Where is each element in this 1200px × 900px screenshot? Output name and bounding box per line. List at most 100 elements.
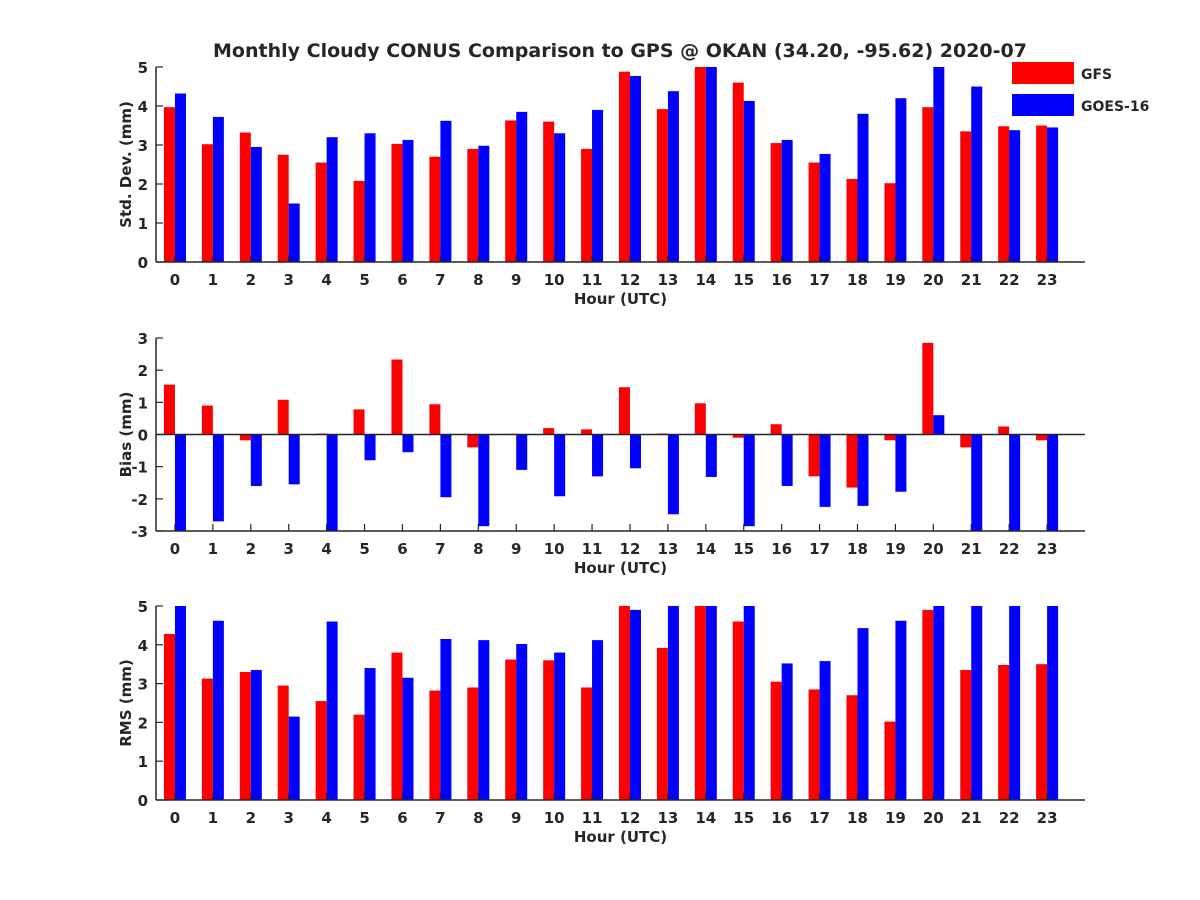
x-tick-label: 19 — [885, 540, 906, 558]
bar — [1036, 434, 1048, 441]
bar — [884, 434, 896, 441]
bar — [353, 180, 365, 262]
bar — [315, 162, 327, 262]
legend-label: GOES-16 — [1081, 99, 1149, 115]
x-tick-label: 14 — [695, 540, 716, 558]
x-tick-label: 6 — [397, 540, 407, 558]
bar — [429, 690, 441, 800]
bar — [705, 434, 717, 477]
x-tick-label: 6 — [397, 809, 407, 827]
series-gfs — [163, 67, 1048, 263]
x-tick-label: 17 — [809, 540, 830, 558]
x-tick-label: 6 — [397, 271, 407, 289]
bar — [239, 671, 251, 800]
x-tick-label: 14 — [695, 809, 716, 827]
y-tick-label: 3 — [138, 676, 148, 694]
bar — [478, 640, 490, 800]
y-tick-label: -3 — [131, 523, 148, 541]
bar — [694, 606, 706, 800]
bar — [163, 633, 175, 800]
bar — [391, 359, 403, 435]
legend-swatch — [1012, 62, 1074, 84]
bar — [960, 131, 972, 262]
y-tick-label: 4 — [138, 98, 148, 116]
bar — [326, 434, 338, 531]
x-tick-label: 15 — [733, 809, 754, 827]
bar — [998, 664, 1010, 800]
y-tick-label: 0 — [138, 254, 148, 272]
bar — [467, 434, 479, 448]
bar — [819, 153, 831, 262]
x-tick-label: 10 — [544, 540, 565, 558]
y-axis-label: RMS (mm) — [117, 659, 135, 746]
bar — [201, 144, 213, 262]
x-tick-label: 14 — [695, 271, 716, 289]
y-axis-label: Std. Dev. (mm) — [117, 101, 135, 228]
x-tick-label: 5 — [359, 540, 369, 558]
x-tick-label: 1 — [208, 540, 218, 558]
bar — [174, 606, 186, 800]
y-tick-label: 2 — [138, 362, 148, 380]
x-tick-label: 8 — [473, 809, 483, 827]
y-tick-label: 1 — [138, 753, 148, 771]
y-tick-label: 0 — [138, 427, 148, 445]
bar — [581, 429, 593, 435]
x-tick-label: 18 — [847, 271, 868, 289]
x-tick-label: 5 — [359, 271, 369, 289]
bar — [895, 98, 907, 262]
bar — [781, 434, 793, 486]
x-tick-label: 9 — [511, 271, 521, 289]
x-tick-label: 4 — [321, 540, 331, 558]
x-tick-label: 23 — [1037, 540, 1058, 558]
x-tick-label: 10 — [544, 809, 565, 827]
bar — [467, 148, 479, 262]
bar — [922, 609, 934, 800]
bar — [402, 434, 414, 453]
y-tick-label: 1 — [138, 394, 148, 412]
bar — [467, 687, 479, 800]
x-tick-label: 7 — [435, 540, 445, 558]
bar — [212, 620, 224, 800]
x-tick-label: 23 — [1037, 809, 1058, 827]
x-tick-label: 2 — [246, 540, 256, 558]
bar — [781, 663, 793, 800]
x-tick-label: 5 — [359, 809, 369, 827]
bar — [250, 670, 262, 800]
bar — [353, 409, 365, 435]
bar — [1047, 127, 1059, 262]
x-tick-label: 22 — [999, 540, 1020, 558]
bar — [618, 606, 630, 800]
bar — [1009, 606, 1021, 800]
bar — [239, 132, 251, 262]
y-tick-label: -1 — [131, 459, 148, 477]
bar — [971, 606, 983, 800]
bar — [402, 677, 414, 800]
legend-label: GFS — [1081, 67, 1112, 83]
bar — [478, 434, 490, 527]
bar — [694, 67, 706, 262]
bar — [239, 434, 251, 441]
bar — [770, 681, 782, 800]
bar — [592, 434, 604, 477]
x-tick-label: 0 — [170, 271, 180, 289]
bar — [1047, 434, 1059, 531]
x-tick-label: 4 — [321, 809, 331, 827]
bar — [440, 120, 452, 262]
x-tick-label: 13 — [657, 271, 678, 289]
bar — [364, 668, 376, 800]
bar — [212, 434, 224, 522]
x-tick-label: 8 — [473, 271, 483, 289]
bar — [743, 434, 755, 527]
bar — [933, 67, 945, 262]
bar — [705, 67, 717, 262]
x-axis-label: Hour (UTC) — [574, 559, 667, 577]
bar — [516, 434, 528, 470]
x-tick-label: 9 — [511, 540, 521, 558]
bar — [163, 107, 175, 262]
bar — [592, 640, 604, 800]
bar — [364, 133, 376, 262]
bar — [1036, 125, 1048, 262]
